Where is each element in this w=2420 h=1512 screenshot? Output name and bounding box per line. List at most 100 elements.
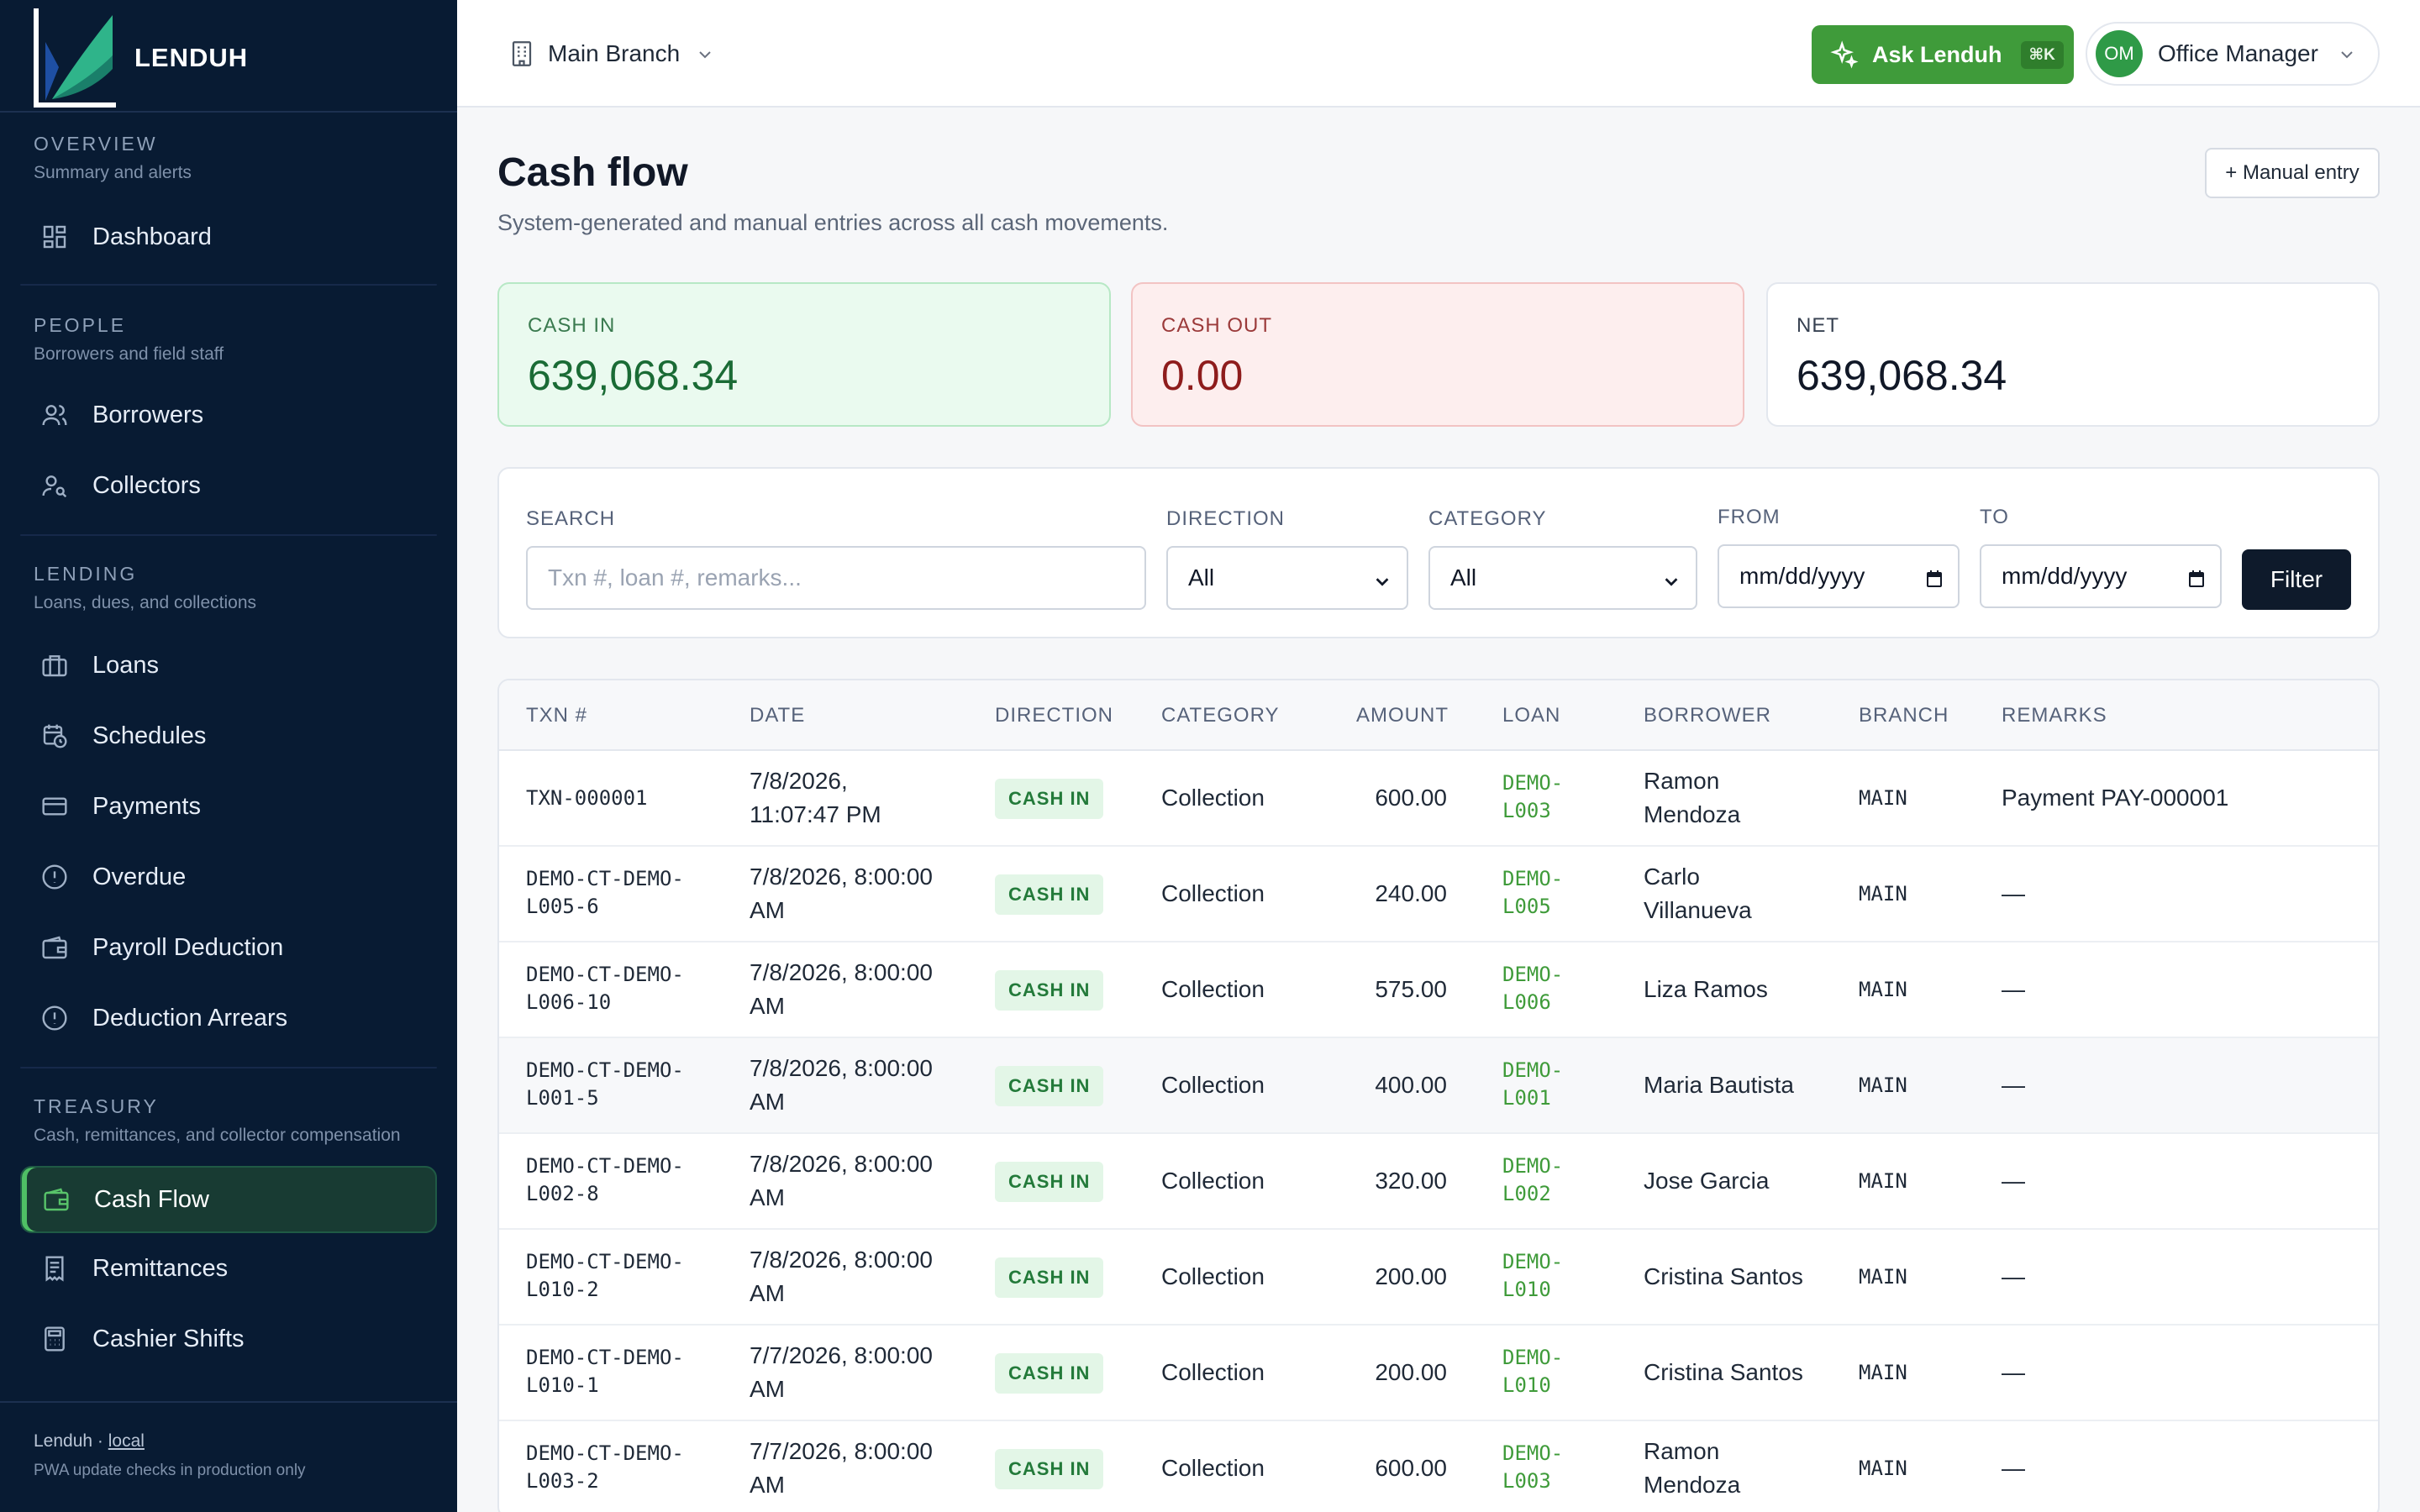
table-row[interactable]: TXN-000001 7/8/2026, 11:07:47 PM CASH IN … (499, 751, 2378, 847)
table-row[interactable]: DEMO-CT-DEMO- L002-8 7/8/2026, 8:00:00 AM … (499, 1134, 2378, 1230)
sidebar-item-overdue[interactable]: Overdue (20, 843, 437, 911)
column-header[interactable]: BORROWER (1644, 704, 1771, 727)
loan-link[interactable]: DEMO- L003 (1502, 769, 1563, 825)
user-role: Office Manager (2158, 40, 2318, 66)
loan-line: L003 (1502, 799, 1551, 822)
loan-link[interactable]: DEMO- L010 (1502, 1344, 1563, 1399)
loan-link[interactable]: DEMO- L006 (1502, 961, 1563, 1016)
user-menu[interactable]: OM Office Manager (2086, 22, 2380, 86)
loan-line: DEMO- (1502, 1250, 1564, 1273)
txn-cell: DEMO-CT-DEMO- L010-2 (526, 1248, 684, 1304)
sidebar-item-payroll-deduction[interactable]: Payroll Deduction (20, 914, 437, 981)
loan-line: L005 (1502, 895, 1551, 918)
date-cell: 7/8/2026, 8:00:00 AM (750, 1147, 933, 1215)
sidebar-item-label: Loans (92, 651, 160, 679)
dashboard-icon (40, 223, 69, 251)
brand-logo (34, 8, 116, 108)
loan-link[interactable]: DEMO- L010 (1502, 1248, 1563, 1304)
divider (20, 1067, 437, 1068)
borrower-cell: Ramon Mendoza (1644, 1435, 1740, 1502)
sidebar-item-label: Remittances (92, 1254, 229, 1282)
sidebar-item-deduction-arrears[interactable]: Deduction Arrears (20, 984, 437, 1052)
to-date-value: mm/dd/yyyy (2002, 563, 2128, 589)
from-date-input[interactable]: mm/dd/yyyy (1718, 544, 1960, 608)
remarks-cell: — (2002, 1072, 2025, 1098)
filter-button[interactable]: Filter (2242, 549, 2351, 610)
date-cell: 7/8/2026, 8:00:00 AM (750, 860, 933, 927)
column-header[interactable]: DATE (750, 704, 806, 727)
section-subtitle: Cash, remittances, and collector compens… (34, 1126, 401, 1145)
sidebar-item-label: Deduction Arrears (92, 1004, 288, 1032)
column-header[interactable]: TXN # (526, 704, 588, 727)
sidebar-item-loans[interactable]: Loans (20, 632, 437, 699)
loan-link[interactable]: DEMO- L005 (1502, 865, 1563, 921)
table-row[interactable]: DEMO-CT-DEMO- L005-6 7/8/2026, 8:00:00 AM … (499, 847, 2378, 942)
branch-cell: MAIN (1859, 1265, 1907, 1289)
sidebar-item-dashboard[interactable]: Dashboard (20, 203, 437, 270)
sidebar-item-schedules[interactable]: Schedules (20, 702, 437, 769)
borrower-line: Mendoza (1644, 801, 1741, 827)
section-title: LENDING (34, 563, 138, 585)
table-row[interactable]: DEMO-CT-DEMO- L010-2 7/8/2026, 8:00:00 AM … (499, 1230, 2378, 1326)
calendar-icon[interactable] (2186, 568, 2205, 587)
column-header[interactable]: AMOUNT (1356, 704, 1449, 727)
category-cell: Collection (1161, 976, 1265, 1002)
txn-line: DEMO-CT-DEMO- (526, 1058, 684, 1082)
table-row[interactable]: DEMO-CT-DEMO- L001-5 7/8/2026, 8:00:00 AM … (499, 1038, 2378, 1134)
column-header[interactable]: LOAN (1502, 704, 1561, 727)
direction-select[interactable]: All (1166, 546, 1408, 610)
ask-lenduh-button[interactable]: Ask Lenduh ⌘K (1812, 25, 2074, 84)
date-line: AM (750, 1280, 785, 1306)
brand[interactable]: LENDUH (34, 8, 248, 108)
txn-line: L006-10 (526, 990, 612, 1014)
table-row[interactable]: DEMO-CT-DEMO- L003-2 7/7/2026, 8:00:00 AM … (499, 1421, 2378, 1512)
date-line: 7/7/2026, 8:00:00 (750, 1438, 933, 1464)
direction-badge: CASH IN (995, 1162, 1104, 1202)
cash-in-card: CASH IN 639,068.34 (497, 282, 1111, 427)
column-header[interactable]: BRANCH (1859, 704, 1949, 727)
direction-badge: CASH IN (995, 1449, 1104, 1489)
table-row[interactable]: DEMO-CT-DEMO- L010-1 7/7/2026, 8:00:00 AM … (499, 1326, 2378, 1421)
loan-line: DEMO- (1502, 1058, 1564, 1082)
sidebar-item-cashier-shifts[interactable]: Cashier Shifts (20, 1305, 437, 1373)
branch-selector[interactable]: Main Branch (509, 34, 715, 74)
table-row[interactable]: DEMO-CT-DEMO- L006-10 7/8/2026, 8:00:00 AM… (499, 942, 2378, 1038)
date-line: AM (750, 1472, 785, 1498)
sidebar-item-label: Schedules (92, 722, 207, 749)
sidebar-item-borrowers[interactable]: Borrowers (20, 381, 437, 449)
sidebar-item-collectors[interactable]: Collectors (20, 452, 437, 519)
sidebar-footer: Lenduh · local PWA update checks in prod… (0, 1401, 457, 1512)
branch-cell: MAIN (1859, 1169, 1907, 1193)
sidebar-item-cash-flow[interactable]: Cash Flow (20, 1166, 437, 1233)
loan-link[interactable]: DEMO- L003 (1502, 1440, 1563, 1495)
category-cell: Collection (1161, 1263, 1265, 1289)
column-header[interactable]: DIRECTION (995, 704, 1113, 727)
category-select[interactable]: All (1428, 546, 1697, 610)
txn-cell: DEMO-CT-DEMO- L006-10 (526, 961, 684, 1016)
loan-link[interactable]: DEMO- L002 (1502, 1152, 1563, 1208)
sidebar-item-payments[interactable]: Payments (20, 773, 437, 840)
txn-cell: DEMO-CT-DEMO- L001-5 (526, 1057, 684, 1112)
stat-label: CASH OUT (1161, 314, 1273, 337)
manual-entry-button[interactable]: + Manual entry (2205, 148, 2380, 198)
loan-line: DEMO- (1502, 1441, 1564, 1465)
amount-cell: 600.00 (1375, 1455, 1447, 1481)
column-header[interactable]: CATEGORY (1161, 704, 1280, 727)
section-subtitle: Borrowers and field staff (34, 344, 224, 364)
building-icon (509, 39, 534, 68)
sidebar-item-remittances[interactable]: Remittances (20, 1235, 437, 1302)
footer-app-line: Lenduh · local (34, 1431, 145, 1452)
footer-env-link[interactable]: local (108, 1431, 145, 1451)
sparkles-icon (1830, 40, 1859, 69)
date-line: 7/7/2026, 8:00:00 (750, 1342, 933, 1368)
calendar-icon[interactable] (1924, 568, 1943, 587)
loan-link[interactable]: DEMO- L001 (1502, 1057, 1563, 1112)
txn-cell: DEMO-CT-DEMO- L010-1 (526, 1344, 684, 1399)
section-people: PEOPLE Borrowers and field staff (34, 314, 437, 365)
to-date-input[interactable]: mm/dd/yyyy (1980, 544, 2222, 608)
date-line: AM (750, 993, 785, 1019)
search-input[interactable]: Txn #, loan #, remarks... (526, 546, 1146, 610)
branch-cell: MAIN (1859, 1361, 1907, 1384)
column-header[interactable]: REMARKS (2002, 704, 2107, 727)
stat-value: 639,068.34 (528, 352, 739, 399)
